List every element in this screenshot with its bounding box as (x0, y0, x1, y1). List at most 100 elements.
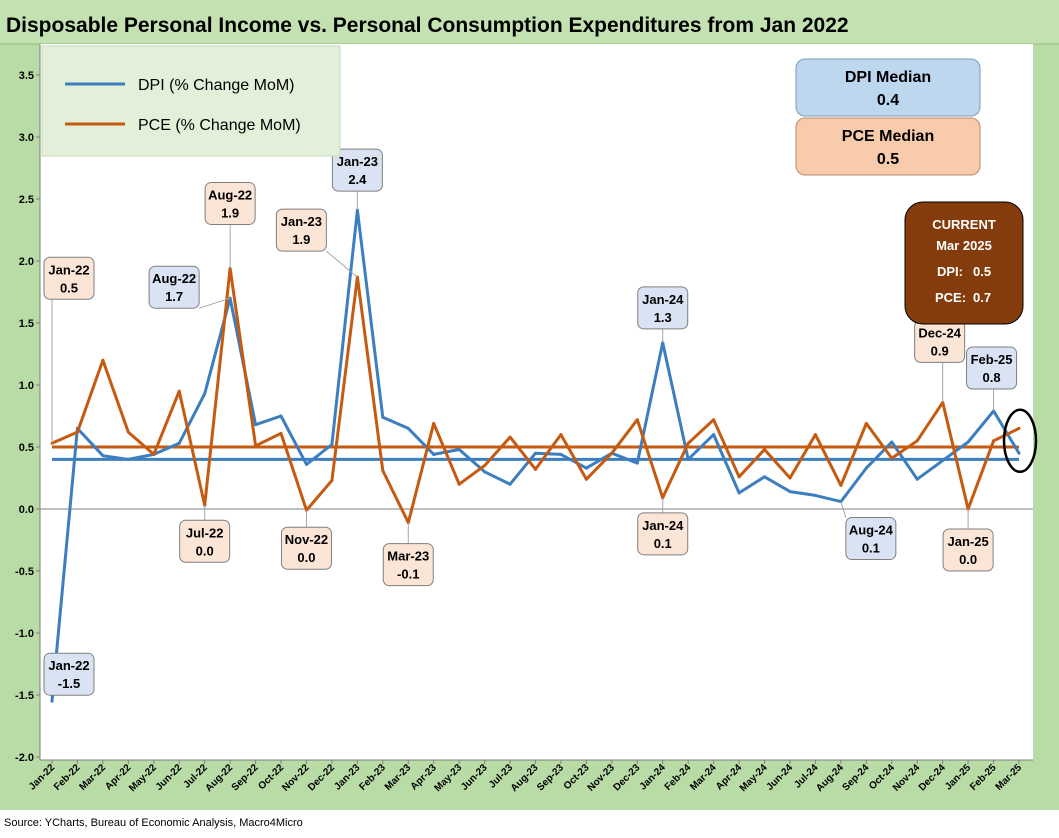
pce-median-value: 0.5 (877, 151, 899, 168)
pce-point (992, 439, 996, 443)
annotation-dpi-aug-24: Aug-24 0.1 (840, 501, 897, 561)
annotation-month: Jan-22 (48, 262, 89, 277)
dpi-median-value: 0.4 (877, 92, 899, 109)
pce-point (559, 433, 563, 437)
dpi-point (381, 415, 385, 419)
pce-point (101, 358, 105, 362)
annotation-month: Jan-23 (281, 214, 322, 229)
pce-median-label: PCE Median (842, 128, 934, 145)
annotation-month: Jan-25 (948, 534, 989, 549)
y-tick-label: 0.5 (19, 442, 34, 454)
dpi-point (864, 466, 868, 470)
pce-point (763, 447, 767, 451)
legend-label-dpi: DPI (% Change MoM) (138, 77, 295, 94)
annotation-month: Jan-24 (642, 292, 684, 307)
pce-point (432, 421, 436, 425)
dpi-point (50, 699, 54, 703)
annotation-leader (840, 501, 847, 518)
dpi-point (915, 477, 919, 481)
dpi-point (534, 451, 537, 455)
annotation-value: 0.9 (931, 343, 949, 358)
dpi-point (813, 493, 817, 497)
annotation-box (382, 543, 434, 587)
legend-box (41, 45, 341, 157)
pce-point (152, 452, 156, 456)
y-tick-label: 3.5 (19, 70, 34, 82)
pce-point (839, 483, 843, 487)
current-title: CURRENT (932, 217, 996, 232)
annotation-pce-mar-23: Mar-23 -0.1 (382, 522, 434, 587)
annotation-box (637, 512, 689, 556)
annotation-month: Jul-22 (186, 525, 224, 540)
annotation-value: 0.0 (196, 543, 214, 558)
current-pce-value: 0.7 (973, 290, 991, 305)
annotation-box (43, 256, 95, 300)
pce-point (1017, 426, 1021, 430)
dpi-point (635, 461, 639, 465)
annotation-value: 0.0 (297, 550, 315, 565)
pce-point (584, 477, 588, 481)
dpi-point (1017, 451, 1021, 455)
annotation-box (637, 286, 689, 330)
dpi-point (763, 475, 767, 479)
annotation-value: 1.9 (221, 205, 239, 220)
dpi-point (177, 441, 181, 445)
dpi-point (203, 392, 207, 396)
annotation-box (331, 148, 383, 192)
annotation-value: -1.5 (58, 676, 80, 691)
y-tick-label: -1.0 (15, 628, 34, 640)
pce-point (686, 441, 690, 445)
dpi-point (457, 447, 461, 451)
pce-point (279, 431, 283, 435)
pce-point (126, 430, 130, 434)
annotation-month: Jan-23 (337, 154, 378, 169)
current-dpi-value: 0.5 (973, 264, 991, 279)
dpi-point (941, 459, 945, 463)
y-tick-label: 1.0 (19, 380, 34, 392)
pce-point (915, 439, 919, 443)
pce-point (534, 467, 537, 471)
annotations: Jan-22 -1.5 Jan-22 0.5 Aug-22 1.7 Aug-22 1.9 Jul… (43, 148, 1018, 696)
pce-point (75, 430, 79, 434)
dpi-median-box: DPI Median 0.4 (795, 58, 981, 117)
annotation-box (966, 346, 1018, 390)
dpi-point (788, 490, 792, 494)
dpi-point (890, 440, 894, 444)
pce-point (457, 482, 461, 486)
pce-point (508, 435, 512, 439)
current-pce-label: PCE: (935, 290, 966, 305)
y-tick-label: 1.5 (19, 318, 34, 330)
current-highlight-ellipse (1002, 408, 1038, 474)
dpi-point (406, 426, 410, 430)
y-tick-label: -2.0 (15, 752, 34, 764)
y-tick-label: 2.5 (19, 194, 34, 206)
annotation-dpi-aug-22: Aug-22 1.7 (148, 265, 231, 309)
pce-point (483, 464, 487, 468)
annotation-pce-dec-24: Dec-24 0.9 (914, 319, 966, 403)
dpi-point (279, 414, 283, 418)
legend: DPI (% Change MoM) PCE (% Change MoM) (41, 45, 341, 157)
dpi-point (304, 462, 308, 466)
pce-point (864, 421, 868, 425)
annotation-month: Nov-22 (285, 532, 328, 547)
pce-median-box: PCE Median 0.5 (795, 117, 981, 176)
dpi-point (686, 457, 690, 461)
annotation-box (43, 652, 95, 696)
pce-point (177, 389, 181, 393)
title-bar (0, 0, 1059, 44)
pce-point (712, 418, 716, 422)
annotation-pce-jan-25: Jan-25 0.0 (942, 509, 994, 572)
dpi-point (712, 433, 716, 437)
annotation-dpi-jan-22: Jan-22 -1.5 (43, 652, 95, 696)
pce-point (813, 433, 817, 437)
dpi-point (126, 457, 130, 461)
pce-point (330, 478, 334, 482)
annotation-dpi-feb-25: Feb-25 0.8 (966, 346, 1018, 412)
pce-point (635, 418, 639, 422)
annotation-leader (198, 297, 231, 309)
annotation-month: Aug-22 (208, 187, 252, 202)
annotation-box (204, 181, 256, 225)
dpi-point (508, 482, 512, 486)
annotation-value: 1.3 (654, 310, 672, 325)
